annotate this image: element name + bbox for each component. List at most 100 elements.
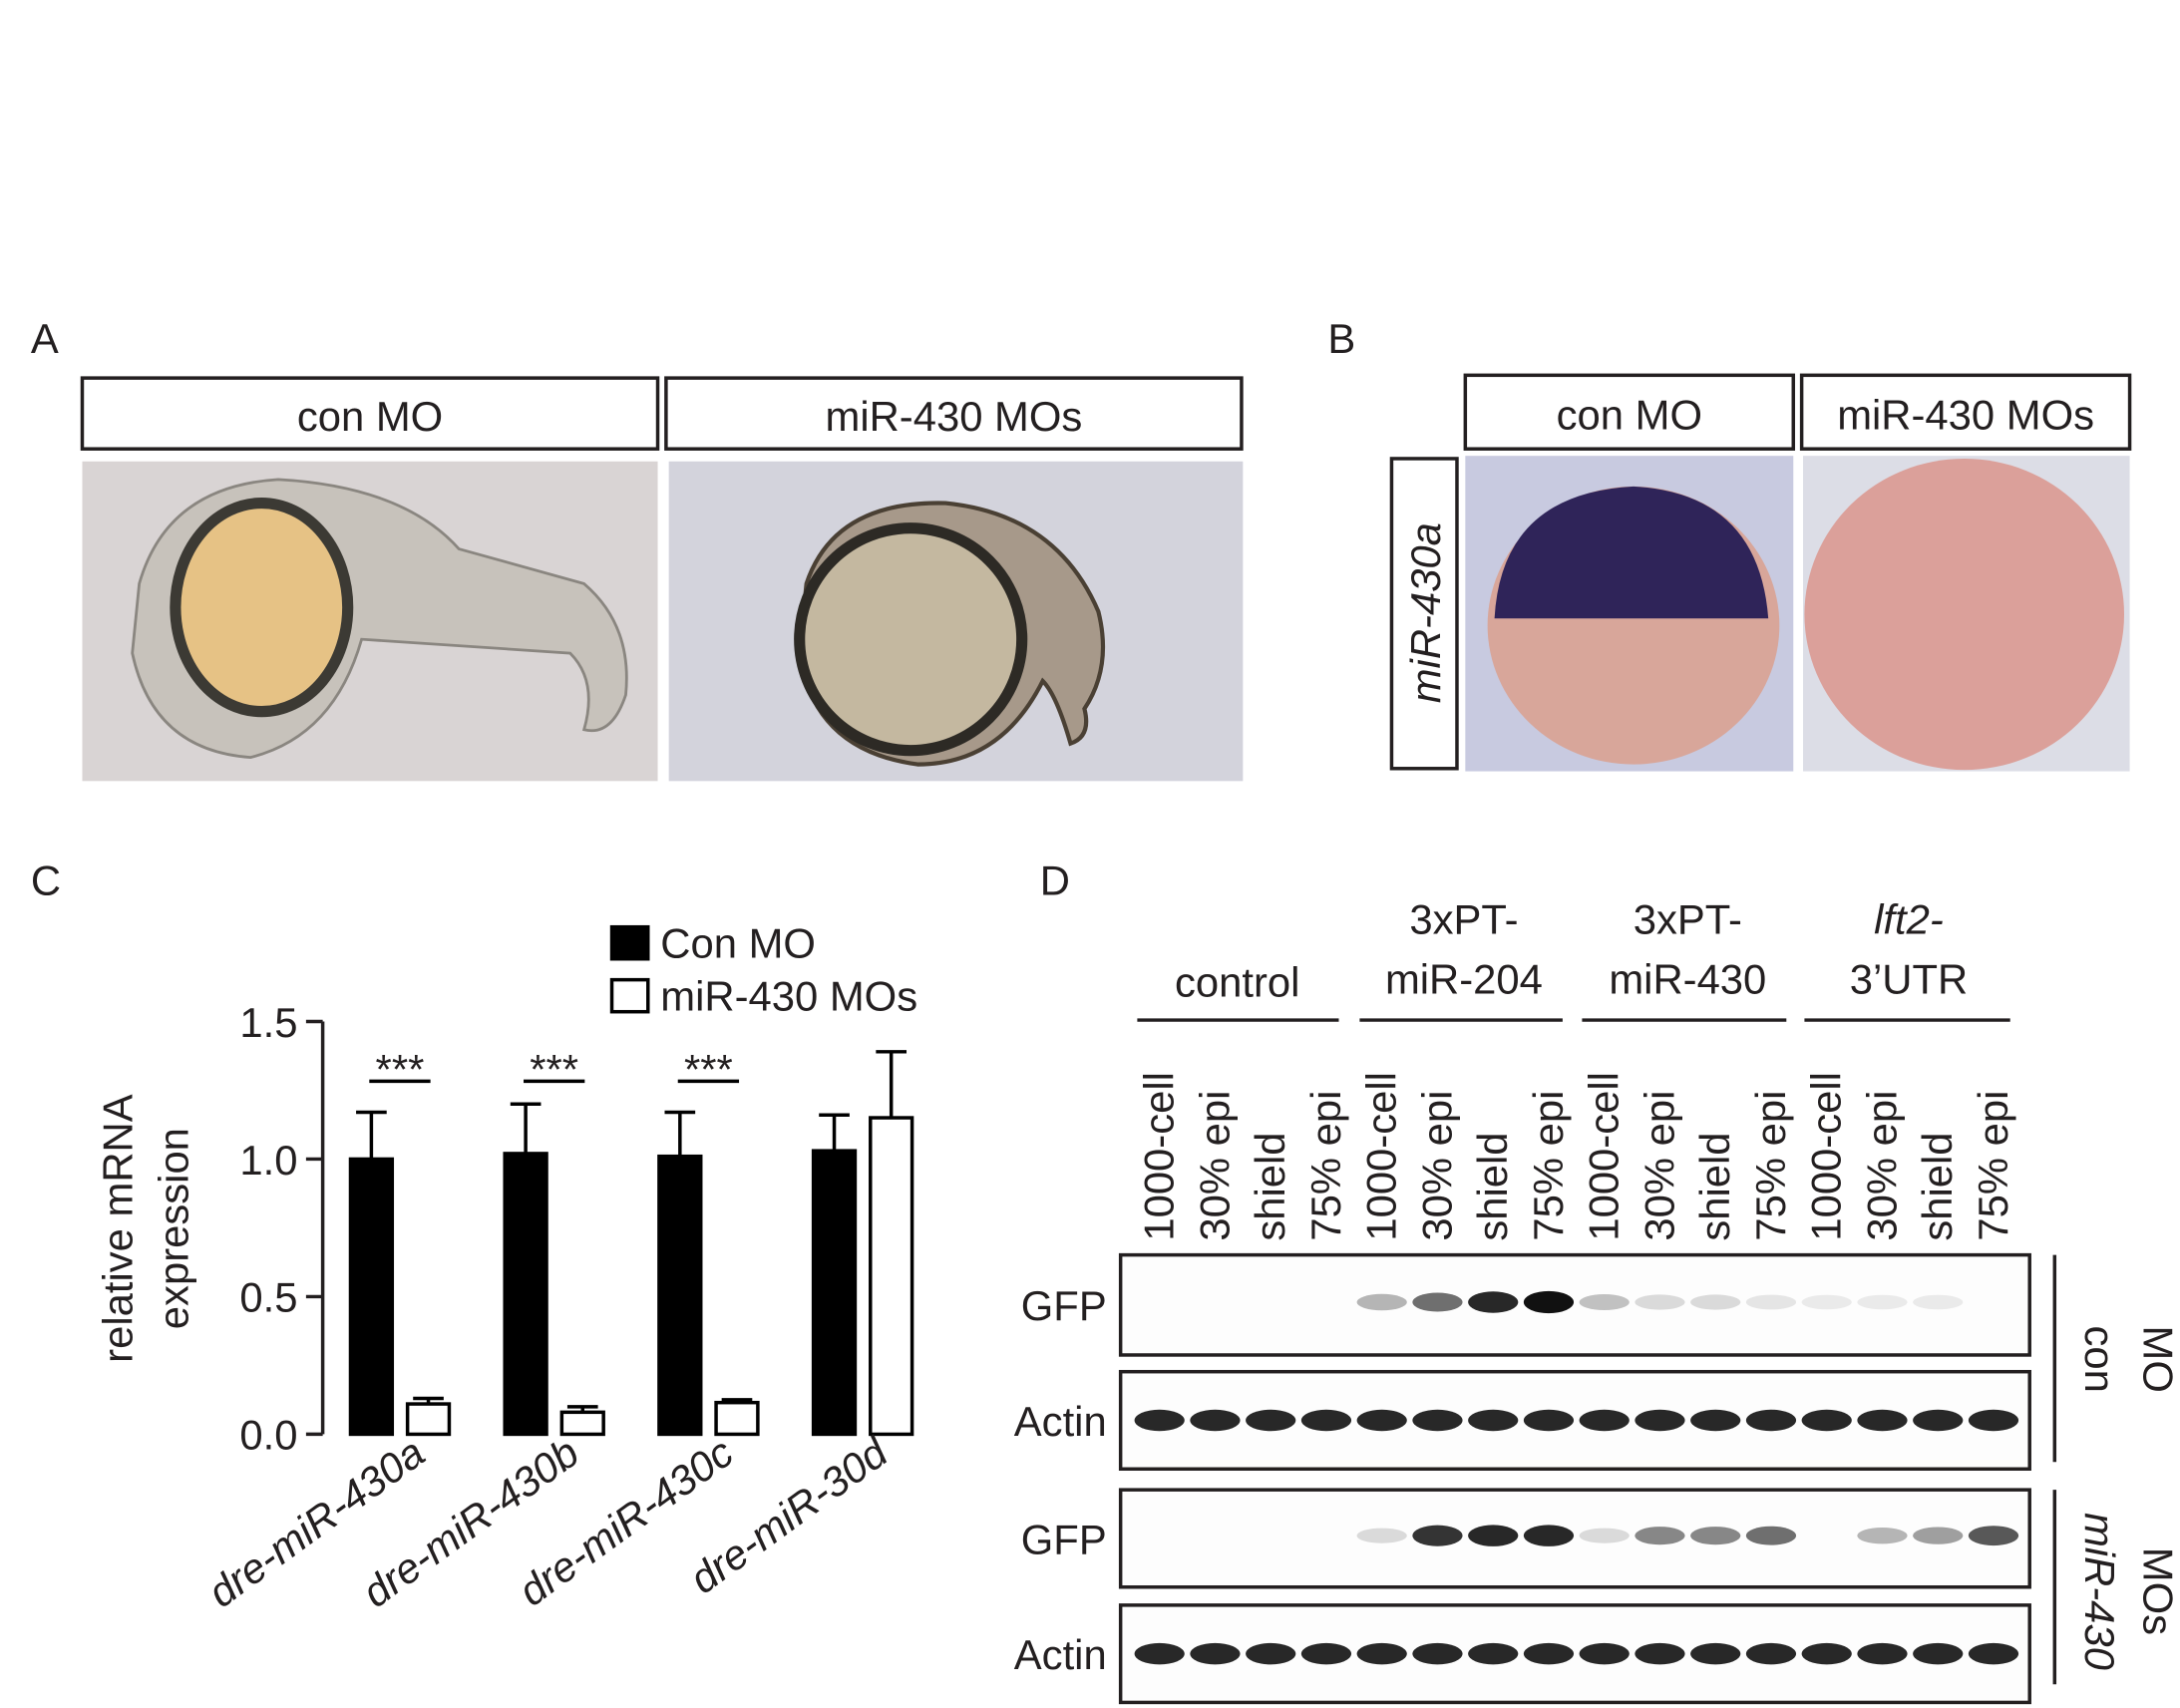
blot-band xyxy=(1523,1409,1575,1432)
legend-swatch xyxy=(609,977,650,1014)
lane-label: shield xyxy=(1691,1132,1738,1240)
group-label: miR-430 xyxy=(1609,956,1766,1003)
row-label: Actin xyxy=(1014,1631,1107,1678)
blot-band xyxy=(1857,1642,1908,1665)
blot-band xyxy=(1523,1525,1575,1546)
group-label: 3’UTR xyxy=(1850,956,1968,1003)
blot-band xyxy=(1857,1409,1908,1432)
significance-label: *** xyxy=(684,1046,733,1093)
lane-label: 75% epi xyxy=(1747,1091,1794,1241)
blot-band xyxy=(1635,1527,1685,1545)
panel-header: miR-430 MOs xyxy=(826,393,1083,440)
blot-band xyxy=(1468,1642,1519,1665)
significance-label: *** xyxy=(376,1046,425,1093)
embryo-image xyxy=(1803,456,2130,772)
y-tick-label: 0.0 xyxy=(239,1412,297,1459)
blot-band xyxy=(1913,1294,1964,1310)
header-box xyxy=(1799,373,2132,451)
blot-band xyxy=(1913,1409,1964,1432)
lane-label: 1000-cell xyxy=(1581,1072,1628,1241)
group-label: 3xPT- xyxy=(1409,896,1518,943)
bar xyxy=(559,1410,605,1437)
lane-label: 75% epi xyxy=(1525,1091,1572,1241)
bar xyxy=(811,1149,858,1437)
blot-band xyxy=(1745,1526,1797,1545)
blot-band xyxy=(1968,1526,2019,1546)
panel-label: B xyxy=(1327,315,1355,362)
panel-header: miR-430 MOs xyxy=(1837,392,2094,439)
blot-band xyxy=(1635,1642,1685,1665)
embryo-image xyxy=(82,461,658,782)
panel-header: con MO xyxy=(1557,392,1702,439)
header-box xyxy=(664,376,1244,451)
blot-band xyxy=(1690,1409,1741,1432)
y-tick-label: 0.5 xyxy=(239,1274,297,1321)
y-tick-label: 1.0 xyxy=(239,1137,297,1184)
blot-band xyxy=(1190,1642,1241,1665)
embryo-image xyxy=(668,461,1244,782)
lane-label: shield xyxy=(1247,1132,1293,1240)
panel-label: C xyxy=(31,857,61,904)
bar xyxy=(714,1400,760,1437)
header-box xyxy=(80,376,660,451)
blot-band xyxy=(1635,1294,1685,1310)
blot-band xyxy=(1190,1409,1241,1432)
lane-label: 1000-cell xyxy=(1803,1072,1850,1241)
bar xyxy=(348,1157,395,1437)
blot-band xyxy=(1579,1293,1630,1311)
legend-label: Con MO xyxy=(660,919,816,966)
blot-band xyxy=(1246,1409,1296,1432)
blot-band xyxy=(1468,1409,1519,1432)
header-box xyxy=(1463,373,1796,451)
blot-band xyxy=(1134,1409,1185,1432)
row-label: GFP xyxy=(1021,1516,1107,1562)
blot-band xyxy=(1468,1291,1519,1313)
lane-label: 1000-cell xyxy=(1136,1072,1183,1241)
panel-label: A xyxy=(31,315,59,362)
embryo-image xyxy=(1465,456,1794,772)
row-label: GFP xyxy=(1021,1282,1107,1329)
lane-label: 30% epi xyxy=(1191,1091,1238,1241)
blot-band xyxy=(1690,1527,1741,1545)
blot-band xyxy=(1968,1642,2019,1665)
lane-label: 75% epi xyxy=(1970,1091,2016,1241)
legend-swatch xyxy=(609,924,650,961)
blot-band xyxy=(1412,1292,1463,1312)
blot-band xyxy=(1690,1294,1741,1310)
legend-label: miR-430 MOs xyxy=(660,972,917,1019)
lane-label: shield xyxy=(1469,1132,1516,1240)
y-axis-label: relative mRNA xyxy=(95,1094,142,1363)
lane-label: shield xyxy=(1914,1132,1961,1240)
blot-band xyxy=(1468,1525,1519,1546)
blot-band xyxy=(1579,1409,1630,1432)
row-label: miR-430a xyxy=(1402,522,1449,703)
blot-band xyxy=(1300,1642,1352,1665)
bar xyxy=(869,1116,914,1437)
panel-label: D xyxy=(1040,857,1070,904)
lane-label: 30% epi xyxy=(1635,1091,1682,1241)
condition-label: MOs xyxy=(2135,1547,2180,1635)
group-label: lft2- xyxy=(1874,896,1944,943)
blot-band xyxy=(1745,1409,1797,1432)
blot-band xyxy=(1801,1409,1852,1432)
blot-band xyxy=(1412,1525,1463,1546)
panel-header: con MO xyxy=(297,393,443,440)
blot-band xyxy=(1356,1409,1407,1432)
bar xyxy=(405,1402,452,1437)
group-label: control xyxy=(1175,958,1299,1005)
y-tick-label: 1.5 xyxy=(239,999,297,1046)
blot-band xyxy=(1523,1290,1575,1314)
bar xyxy=(657,1154,703,1437)
row-label: Actin xyxy=(1014,1398,1107,1445)
blot-band xyxy=(1968,1409,2019,1432)
blot-band xyxy=(1356,1528,1407,1543)
lane-label: 75% epi xyxy=(1302,1091,1349,1241)
blot-band xyxy=(1412,1409,1463,1432)
row-label-box xyxy=(1389,457,1459,771)
blot-band xyxy=(1356,1642,1407,1665)
blot-band xyxy=(1523,1642,1575,1665)
condition-label: MO xyxy=(2135,1325,2180,1392)
blot-band xyxy=(1801,1294,1852,1310)
